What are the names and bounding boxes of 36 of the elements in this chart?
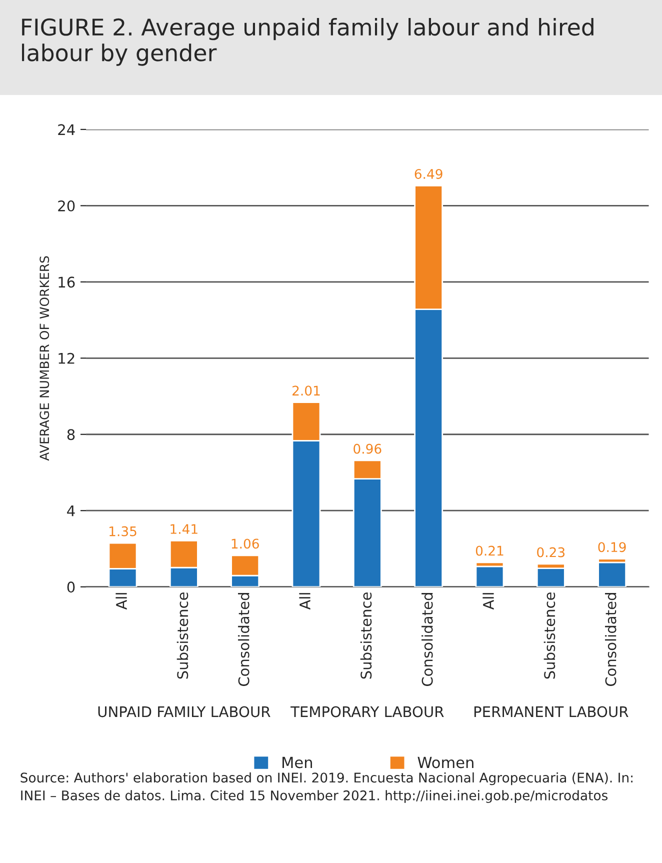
y-tick-label: 16 (58, 276, 75, 288)
y-tick-label: 0 (67, 582, 75, 593)
x-tick-label: All (299, 593, 310, 610)
x-tick-label: Consolidated (422, 593, 433, 686)
x-tick-label: Consolidated (238, 593, 250, 686)
data-label: 1.06 (232, 538, 259, 549)
x-tick-label: Consolidated (605, 593, 616, 686)
chart-title: FIGURE 2. Average unpaid family labour and hired labour by gender (22, 18, 594, 66)
y-tick-label: 4 (67, 506, 75, 516)
bar (475, 566, 504, 587)
bar (536, 568, 566, 587)
data-label: 2.01 (292, 386, 320, 396)
bar (598, 562, 627, 587)
data-label: 0.23 (537, 547, 565, 558)
data-label: 6.49 (414, 168, 442, 179)
data-label: 0.21 (476, 546, 504, 556)
data-label: 1.35 (110, 526, 136, 536)
x-tick-label: Subsistence (544, 592, 556, 679)
x-tick-label: All (482, 593, 494, 610)
y-tick-label: 8 (67, 429, 75, 440)
source-note: Source: Authors' elaboration based on INEI. 2019. Encuesta Nacional Agropecuaria (ENA). In: INEI – Bases de datos. Lima. Cited 15 November 2021. http://iinei.inei.gob.pe/microdatos (20, 772, 632, 803)
x-tick-label: Subsistence (176, 592, 188, 679)
x-tick-label: All (116, 593, 127, 610)
legend-label: Men (282, 756, 312, 768)
x-tick-label: Subsistence (360, 592, 372, 679)
data-label: 0.96 (354, 444, 382, 454)
y-axis-title: AVERAGE NUMBER OF WORKERS (40, 256, 50, 461)
y-tick-label: 20 (58, 200, 75, 212)
text: UNPAID FAMILY LABOUR (98, 706, 270, 718)
legend-label: Women (418, 756, 474, 768)
y-tick-label: 24 (58, 124, 75, 135)
data-label: 1.41 (170, 524, 198, 534)
text: TEMPORARY LABOUR (290, 706, 444, 718)
y-tick-label: 12 (58, 352, 74, 364)
data-label: 0.19 (598, 542, 626, 552)
text: PERMANENT LABOUR (474, 706, 628, 718)
